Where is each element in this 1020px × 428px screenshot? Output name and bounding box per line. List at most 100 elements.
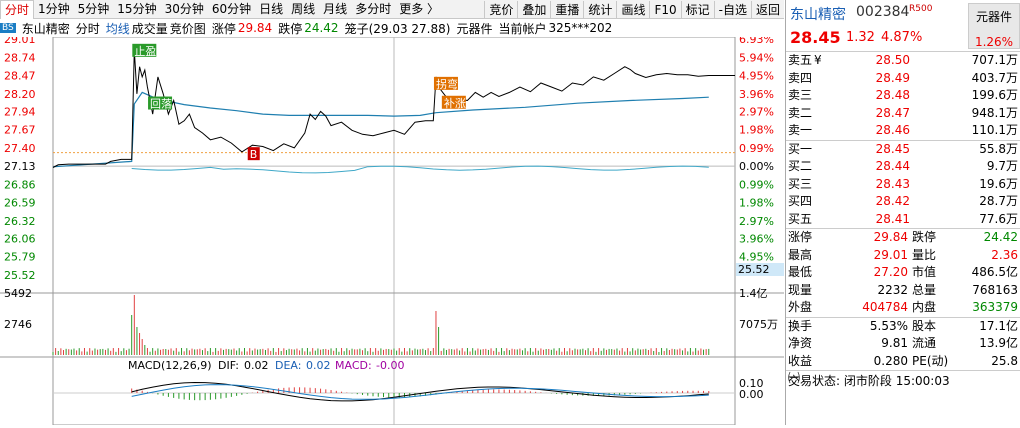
signal-marker-bg[interactable] [247, 147, 260, 161]
period-tab-2[interactable]: 5分钟 [77, 2, 110, 16]
y-tick-label: 26.59 [4, 197, 36, 210]
signal-marker[interactable]: B [250, 148, 258, 161]
volume-toggle[interactable]: 成交量 [131, 21, 168, 36]
avg-line-toggle[interactable]: 均线 [105, 21, 130, 36]
y-tick-label: 27.67 [4, 124, 36, 137]
y-right-tick-label: 0.00% [739, 160, 774, 173]
bid-price: 28.42 [875, 194, 910, 208]
period-tab-7[interactable]: 周线 [291, 2, 316, 16]
bid-row[interactable]: 买四 28.42 28.7万 [786, 193, 1020, 211]
signal-marker-bg[interactable] [132, 43, 157, 57]
y-tick-label: 29.01 [4, 37, 36, 46]
ask-row[interactable]: 卖三 28.48 199.6万 [786, 87, 1020, 105]
ask-label: 卖五 ¥ [788, 53, 822, 67]
intraday-chart[interactable]: 29.01 28.74 28.47 28.20 27.94 27.67 27.40 27.13… [0, 33, 784, 426]
y-tick-label: 28.47 [4, 70, 36, 83]
signal-marker-bg[interactable] [148, 96, 173, 110]
ask-label: 卖二 [788, 105, 813, 120]
period-tab-1[interactable]: 1分钟 [38, 2, 70, 16]
ask-row[interactable]: 卖二 28.47 948.1万 [786, 105, 1020, 123]
sector-name: 元器件 [975, 10, 1012, 24]
period-tab-8[interactable]: 月线 [323, 2, 348, 16]
ask-volume: 948.1万 [971, 105, 1018, 120]
account-label: 当前帐户 [498, 21, 547, 36]
period-tab-0[interactable]: 分时 [0, 0, 35, 19]
current-price: 28.45 [790, 28, 841, 47]
bid-row[interactable]: 买二 28.44 9.7万 [786, 158, 1020, 176]
period-tab-4[interactable]: 30分钟 [164, 2, 204, 16]
period-tab-9[interactable]: 多分时 [355, 2, 392, 16]
tool-button-2[interactable]: 重播 [550, 0, 583, 19]
quote-stock-code: 002384 [856, 4, 910, 20]
bid-row[interactable]: 买三 28.43 19.6万 [786, 176, 1020, 194]
stat-key: 内盘 [912, 300, 937, 314]
tool-button-1[interactable]: 叠加 [517, 0, 550, 19]
stat-value: 29.01 [873, 247, 908, 262]
volume-tick: 2746 [4, 318, 32, 331]
tool-button-7[interactable]: -自选 [713, 0, 751, 19]
stat-value: 2.36 [991, 247, 1018, 262]
stat-row: 净资 9.81 流通 13.9亿 [786, 335, 1020, 353]
stat-key: 外盘 [788, 300, 813, 314]
ask-price: 28.50 [875, 53, 910, 67]
sector-box[interactable]: 元器件 1.26% [968, 3, 1020, 49]
signal-marker-bg[interactable] [433, 76, 458, 90]
y-right-tick-label: 4.95% [739, 70, 774, 83]
macd-title: MACD(12,26,9) [128, 359, 212, 372]
period-tab-3[interactable]: 15分钟 [117, 2, 157, 16]
stat-key: 换手 [788, 318, 813, 333]
stock-name-label: 东山精密 [21, 21, 70, 36]
tool-button-0[interactable]: 竞价 [484, 0, 517, 19]
intraday-chart-svg[interactable]: 29.01 28.74 28.47 28.20 27.94 27.67 27.40 27.13… [0, 33, 784, 426]
signal-marker[interactable]: 拐弯 [436, 77, 458, 91]
period-tab-6[interactable]: 日线 [259, 2, 284, 16]
bid-volume: 9.7万 [986, 159, 1018, 173]
tool-button-4[interactable]: 画线 [616, 0, 649, 19]
stat-value: 0.280 [873, 353, 908, 368]
tool-button-8[interactable]: 返回 [750, 0, 784, 19]
y-tick-label: 27.40 [4, 142, 36, 155]
ask-label: 卖一 [788, 123, 813, 137]
macd-tick: 0.10 [739, 377, 764, 390]
sector-label: 元器件 [456, 21, 493, 36]
signal-marker[interactable]: 回落 [150, 98, 172, 111]
tool-button-5[interactable]: F10 [649, 0, 680, 19]
bid-price: 28.41 [875, 211, 910, 226]
bid-label: 买二 [788, 159, 813, 173]
volume-right-tick: 7075万 [739, 318, 778, 331]
tool-button-6[interactable]: 标记 [680, 0, 714, 19]
price-tag: 25.52 [738, 263, 770, 276]
bs-badge[interactable]: BS [0, 23, 16, 33]
ask-row[interactable]: 卖四 28.49 403.7万 [786, 70, 1020, 88]
bid-row[interactable]: 买一 28.45 55.8万 [786, 141, 1020, 159]
signal-marker-bg[interactable] [441, 95, 466, 109]
bid-row[interactable]: 买五 28.41 77.6万 [786, 211, 1020, 229]
auction-toggle[interactable]: 竞价图 [169, 21, 206, 36]
ask-row[interactable]: 卖五 ¥ 28.50 707.1万 [786, 52, 1020, 70]
signal-marker[interactable]: 补涨 [444, 97, 466, 110]
stat-key: 流通 [912, 336, 937, 350]
stat-row: 外盘 404784 内盘 363379 [786, 299, 1020, 317]
macd-label: MACD: [335, 359, 372, 372]
macd-dea-label: DEA: [275, 359, 301, 372]
quote-stock-name[interactable]: 东山精密 [790, 7, 846, 23]
period-tab-5[interactable]: 60分钟 [211, 2, 252, 16]
stat-value: 25.8 [991, 353, 1018, 368]
stat-value: 17.1亿 [979, 318, 1018, 333]
tool-button-3[interactable]: 统计 [583, 0, 616, 19]
ask-row[interactable]: 卖一 28.46 110.1万 [786, 122, 1020, 140]
ask-volume: 707.1万 [971, 53, 1018, 67]
bid-volume: 77.6万 [979, 211, 1018, 226]
stat-row: 最高 29.01 量比 2.36 [786, 247, 1020, 265]
stat-value: 2232 [877, 282, 908, 297]
period-tab-10[interactable]: 更多 〉 [399, 2, 440, 16]
y-right-tick-label: 6.93% [739, 37, 774, 46]
y-tick-label: 26.06 [4, 232, 36, 245]
limit-down-value: 24.42 [304, 21, 339, 35]
signal-marker[interactable]: 止盈 [134, 45, 156, 58]
y-right-tick-label: 0.99% [739, 142, 774, 155]
stat-value: 13.9亿 [979, 336, 1018, 350]
ask-yen: ¥ [814, 53, 822, 67]
stat-value: 404784 [862, 300, 908, 314]
price-tag-bg [736, 263, 784, 276]
